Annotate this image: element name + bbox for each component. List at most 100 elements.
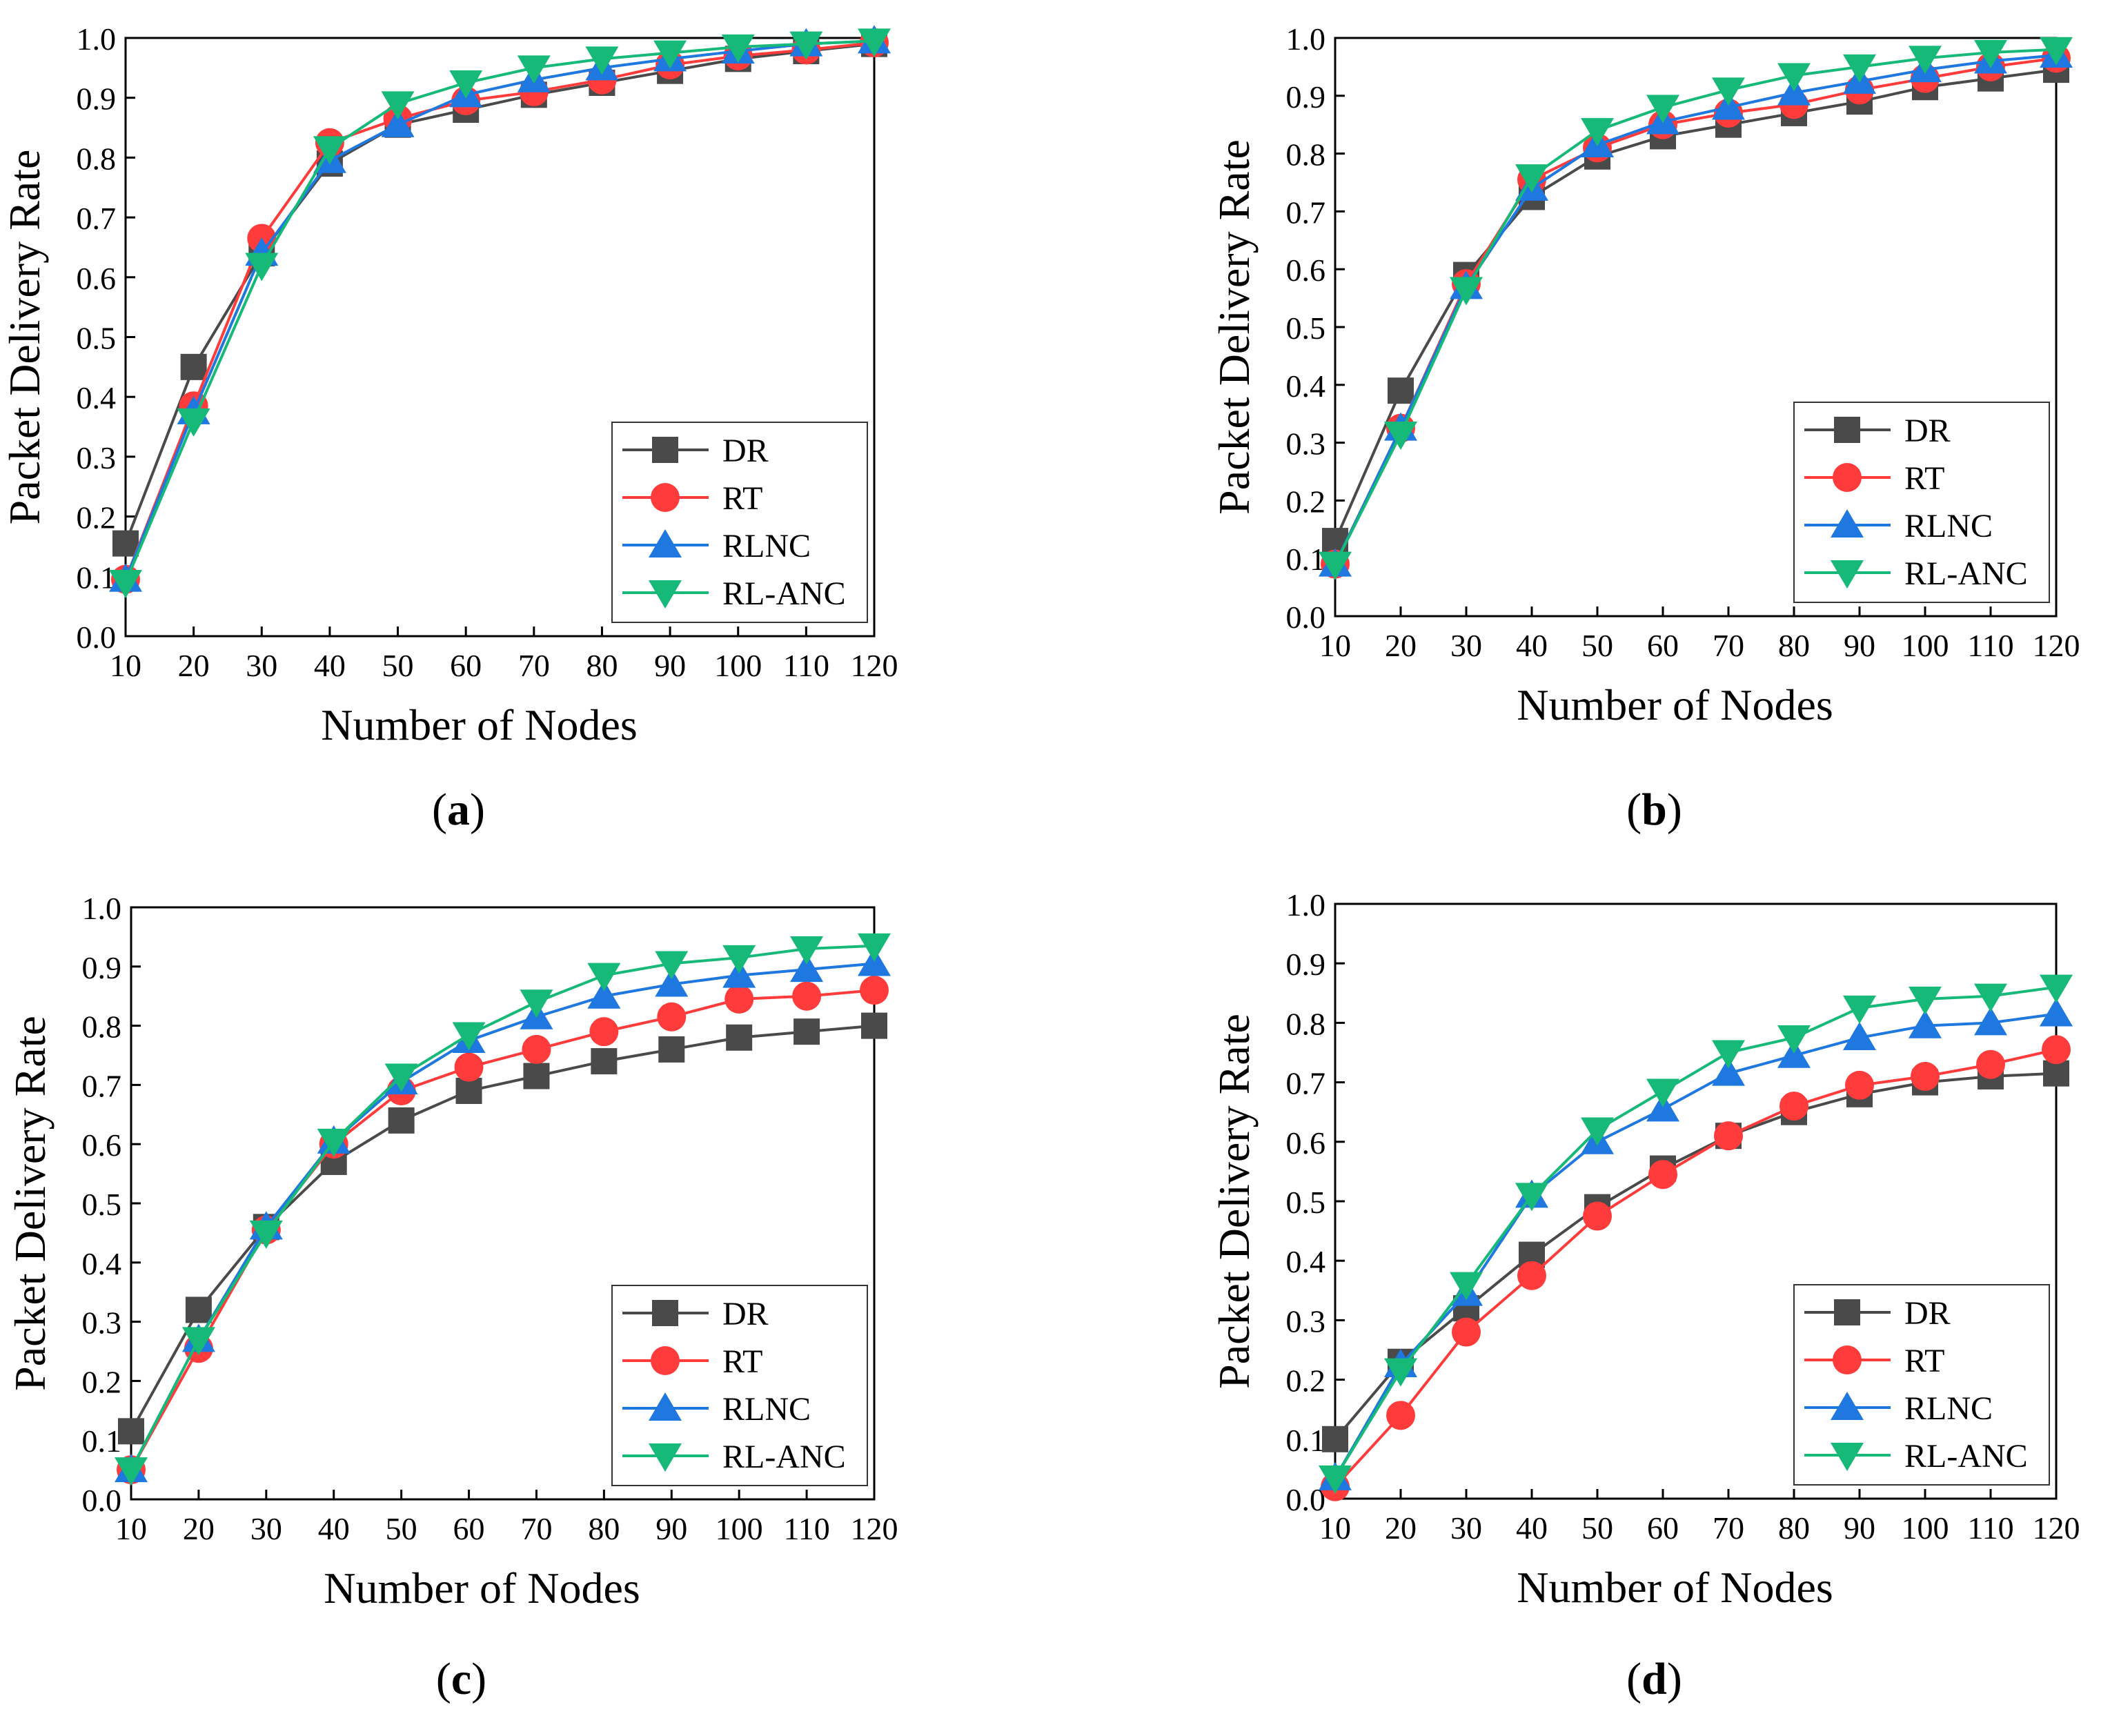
data-point-rlnc bbox=[1777, 1039, 1811, 1068]
panel-caption-close: ) bbox=[471, 1654, 486, 1704]
data-point-rl-anc bbox=[2040, 974, 2073, 1003]
chart-panel-a: 0.0 0.1 0.2 0.3 0.4 0.5 0.6 0.7 0.8 0.9 1.0 10 20 30 4… bbox=[0, 21, 898, 835]
x-tick-label: 70 bbox=[518, 648, 550, 683]
x-tick-label: 60 bbox=[450, 648, 482, 683]
data-point-rl-anc bbox=[1646, 1078, 1679, 1107]
data-point-rlnc bbox=[1646, 1093, 1679, 1122]
y-tick-label: 0.0 bbox=[77, 620, 117, 655]
data-point-rt bbox=[1845, 1070, 1874, 1100]
y-tick-label: 1.0 bbox=[82, 891, 122, 926]
y-tick-label: 0.8 bbox=[82, 1009, 122, 1045]
legend-marker-rl-anc bbox=[1831, 560, 1864, 589]
x-tick-label: 110 bbox=[1967, 628, 2013, 663]
y-tick-label: 1.0 bbox=[1286, 887, 1326, 923]
data-point-rl-anc bbox=[1450, 1272, 1483, 1301]
x-tick-label: 120 bbox=[2033, 1510, 2080, 1546]
data-point-rl-anc bbox=[249, 1220, 283, 1249]
x-axis-label: Number of Nodes bbox=[321, 700, 638, 749]
series-line-rlnc bbox=[124, 39, 875, 580]
x-tick-label: 80 bbox=[586, 648, 618, 683]
y-tick-label: 0.7 bbox=[1286, 195, 1326, 230]
data-point-dr bbox=[180, 353, 207, 380]
legend: DR RT RLNC RL-ANC bbox=[611, 422, 868, 623]
x-tick-label: 90 bbox=[1844, 628, 1875, 663]
y-tick-label: 0.9 bbox=[1286, 79, 1326, 115]
y-tick-label: 0.3 bbox=[82, 1305, 122, 1341]
y-tick-label: 1.0 bbox=[1286, 21, 1326, 57]
data-point-rl-anc bbox=[1384, 1358, 1417, 1387]
data-point-rt bbox=[1583, 1201, 1612, 1231]
data-point-rl-anc bbox=[653, 40, 687, 69]
x-tick-label: 20 bbox=[183, 1511, 215, 1546]
data-point-rl-anc bbox=[517, 55, 551, 84]
data-point-rl-anc bbox=[1384, 422, 1417, 451]
y-tick-label: 0.5 bbox=[82, 1187, 122, 1222]
data-point-dr bbox=[1388, 377, 1414, 404]
y-tick-label: 0.4 bbox=[82, 1246, 122, 1281]
x-tick-label: 10 bbox=[1319, 1510, 1351, 1546]
y-tick-label: 0.2 bbox=[82, 1364, 122, 1399]
y-tick-label: 0.4 bbox=[77, 380, 117, 415]
x-tick-label: 20 bbox=[1385, 628, 1417, 663]
legend: DR RT RLNC RL-ANC bbox=[611, 1285, 868, 1486]
legend-label-rl-anc: RL-ANC bbox=[1904, 1438, 2028, 1474]
data-point-rt bbox=[1976, 1049, 2005, 1079]
y-tick-label: 0.7 bbox=[1286, 1066, 1326, 1101]
legend-marker-dr bbox=[652, 437, 678, 463]
x-tick-label: 90 bbox=[1844, 1510, 1875, 1546]
panel-caption: (d) bbox=[1626, 1654, 1682, 1704]
legend-label-rt: RT bbox=[722, 480, 762, 517]
x-tick-label: 30 bbox=[1450, 628, 1482, 663]
y-tick-label: 0.3 bbox=[77, 440, 117, 475]
x-tick-label: 90 bbox=[655, 1511, 687, 1546]
data-point-rlnc bbox=[1843, 1021, 1876, 1050]
data-point-rt bbox=[657, 1002, 687, 1032]
data-point-rt bbox=[1648, 1160, 1677, 1190]
data-point-rl-anc bbox=[1581, 1117, 1614, 1146]
y-tick-label: 0.1 bbox=[82, 1423, 122, 1459]
x-tick-label: 60 bbox=[1647, 1510, 1679, 1546]
data-point-rt bbox=[1714, 1121, 1743, 1151]
y-tick-label: 0.9 bbox=[82, 950, 122, 985]
panel-caption-open: ( bbox=[436, 1654, 451, 1704]
y-tick-label: 0.5 bbox=[77, 321, 117, 356]
y-tick-label: 0.1 bbox=[77, 560, 117, 595]
data-point-dr bbox=[591, 1048, 618, 1075]
x-tick-label: 120 bbox=[851, 648, 898, 683]
legend-marker-dr bbox=[1834, 1299, 1860, 1325]
x-tick-label: 100 bbox=[716, 1511, 763, 1546]
legend-label-rt: RT bbox=[722, 1343, 762, 1380]
data-point-rl-anc bbox=[1843, 995, 1876, 1024]
data-point-rt bbox=[1517, 1261, 1546, 1290]
data-point-rt bbox=[860, 976, 889, 1005]
data-point-rlnc bbox=[1909, 1009, 1942, 1038]
x-tick-label: 120 bbox=[2033, 628, 2080, 663]
data-point-rt bbox=[792, 981, 822, 1011]
x-tick-label: 90 bbox=[654, 648, 686, 683]
data-point-rlnc bbox=[2040, 998, 2073, 1027]
x-axis-label: Number of Nodes bbox=[324, 1564, 640, 1612]
data-point-dr bbox=[1322, 1426, 1348, 1452]
y-tick-label: 0.6 bbox=[82, 1127, 122, 1163]
data-point-rl-anc bbox=[1712, 1040, 1745, 1069]
data-point-rl-anc bbox=[858, 933, 891, 962]
data-point-rl-anc bbox=[655, 951, 689, 980]
data-point-rl-anc bbox=[789, 31, 823, 60]
x-tick-label: 40 bbox=[1516, 628, 1548, 663]
y-axis-label: Packet Delivery Rate bbox=[6, 1016, 55, 1391]
data-point-rt bbox=[1911, 1061, 1940, 1091]
x-tick-label: 50 bbox=[386, 1511, 417, 1546]
legend-marker-rl-anc bbox=[649, 1443, 682, 1472]
series-line-rl-anc bbox=[130, 944, 875, 1471]
panel-caption-letter: a bbox=[447, 785, 470, 835]
legend-marker-rlnc bbox=[649, 529, 682, 558]
y-tick-label: 1.0 bbox=[77, 21, 117, 57]
data-point-rlnc bbox=[587, 980, 621, 1009]
legend-label-rlnc: RLNC bbox=[1904, 508, 1993, 544]
data-point-rl-anc bbox=[181, 1327, 215, 1356]
legend-marker-rt bbox=[651, 1346, 680, 1375]
x-axis-label: Number of Nodes bbox=[1517, 1563, 1833, 1612]
data-point-rlnc bbox=[722, 959, 756, 988]
panel-caption-letter: c bbox=[451, 1654, 471, 1704]
data-point-rt bbox=[1452, 1317, 1481, 1347]
